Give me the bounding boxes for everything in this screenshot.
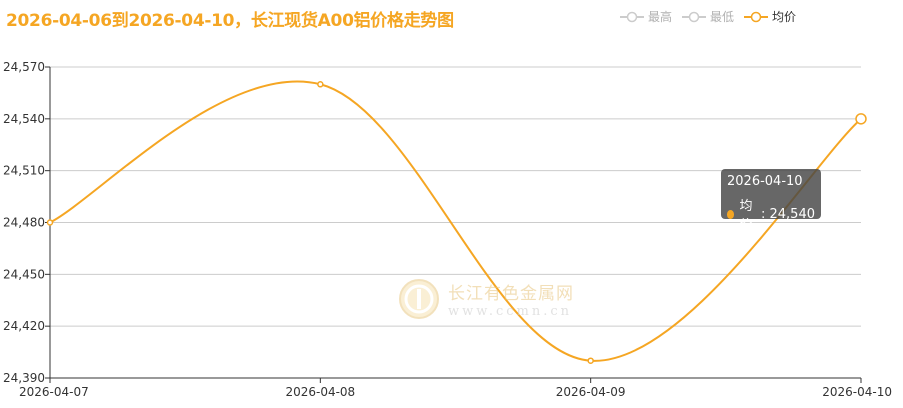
watermark-name: 长江有色金属网 — [448, 284, 574, 304]
tooltip-series-dot — [727, 209, 735, 219]
legend-marker-icon — [682, 11, 707, 22]
tooltip-series-name: 均价 — [739, 199, 753, 233]
series-line-avg-price — [49, 80, 862, 362]
watermark: 长江有色金属网 www.ccmn.cn — [398, 278, 574, 320]
legend-item-0[interactable]: 最高 — [620, 8, 672, 25]
y-tick-label: 24,450 — [3, 267, 45, 281]
y-tick-label: 24,420 — [3, 319, 45, 333]
data-point — [587, 357, 594, 364]
chart-title: 2026-04-06到2026-04-10，长江现货A00铝价格走势图 — [6, 11, 454, 31]
data-point-highlighted — [855, 113, 867, 125]
y-tick-label: 24,570 — [3, 60, 45, 74]
watermark-url: www.ccmn.cn — [448, 304, 573, 319]
legend-label: 均价 — [772, 10, 797, 24]
x-tick-label: 2026-04-10 — [822, 385, 892, 399]
tooltip-value: 24,540 — [769, 206, 816, 222]
legend-item-1[interactable]: 最低 — [682, 8, 734, 25]
legend-label: 最低 — [710, 10, 735, 24]
y-tick-label: 24,390 — [3, 371, 45, 385]
tooltip-date: 2026-04-10 — [727, 174, 803, 189]
y-tick-label: 24,510 — [3, 164, 45, 178]
legend-item-2[interactable]: 均价 — [744, 8, 796, 25]
y-tick-label: 24,540 — [3, 112, 45, 126]
x-tick-label: 2026-04-07 — [19, 385, 89, 399]
data-point — [46, 219, 54, 226]
legend-marker-icon — [744, 11, 769, 22]
tooltip-colon: : — [760, 206, 770, 222]
tooltip: 2026-04-10 均价 : 24,540 — [721, 169, 821, 233]
x-tick-label: 2026-04-08 — [285, 385, 355, 399]
legend: 最高 最低 均价 — [620, 8, 796, 25]
data-point — [317, 81, 324, 88]
legend-label: 最高 — [648, 10, 673, 24]
x-tick-label: 2026-04-09 — [556, 385, 626, 399]
legend-marker-icon — [620, 11, 644, 22]
watermark-logo-icon — [399, 279, 439, 319]
y-tick-label: 24,480 — [3, 216, 45, 230]
